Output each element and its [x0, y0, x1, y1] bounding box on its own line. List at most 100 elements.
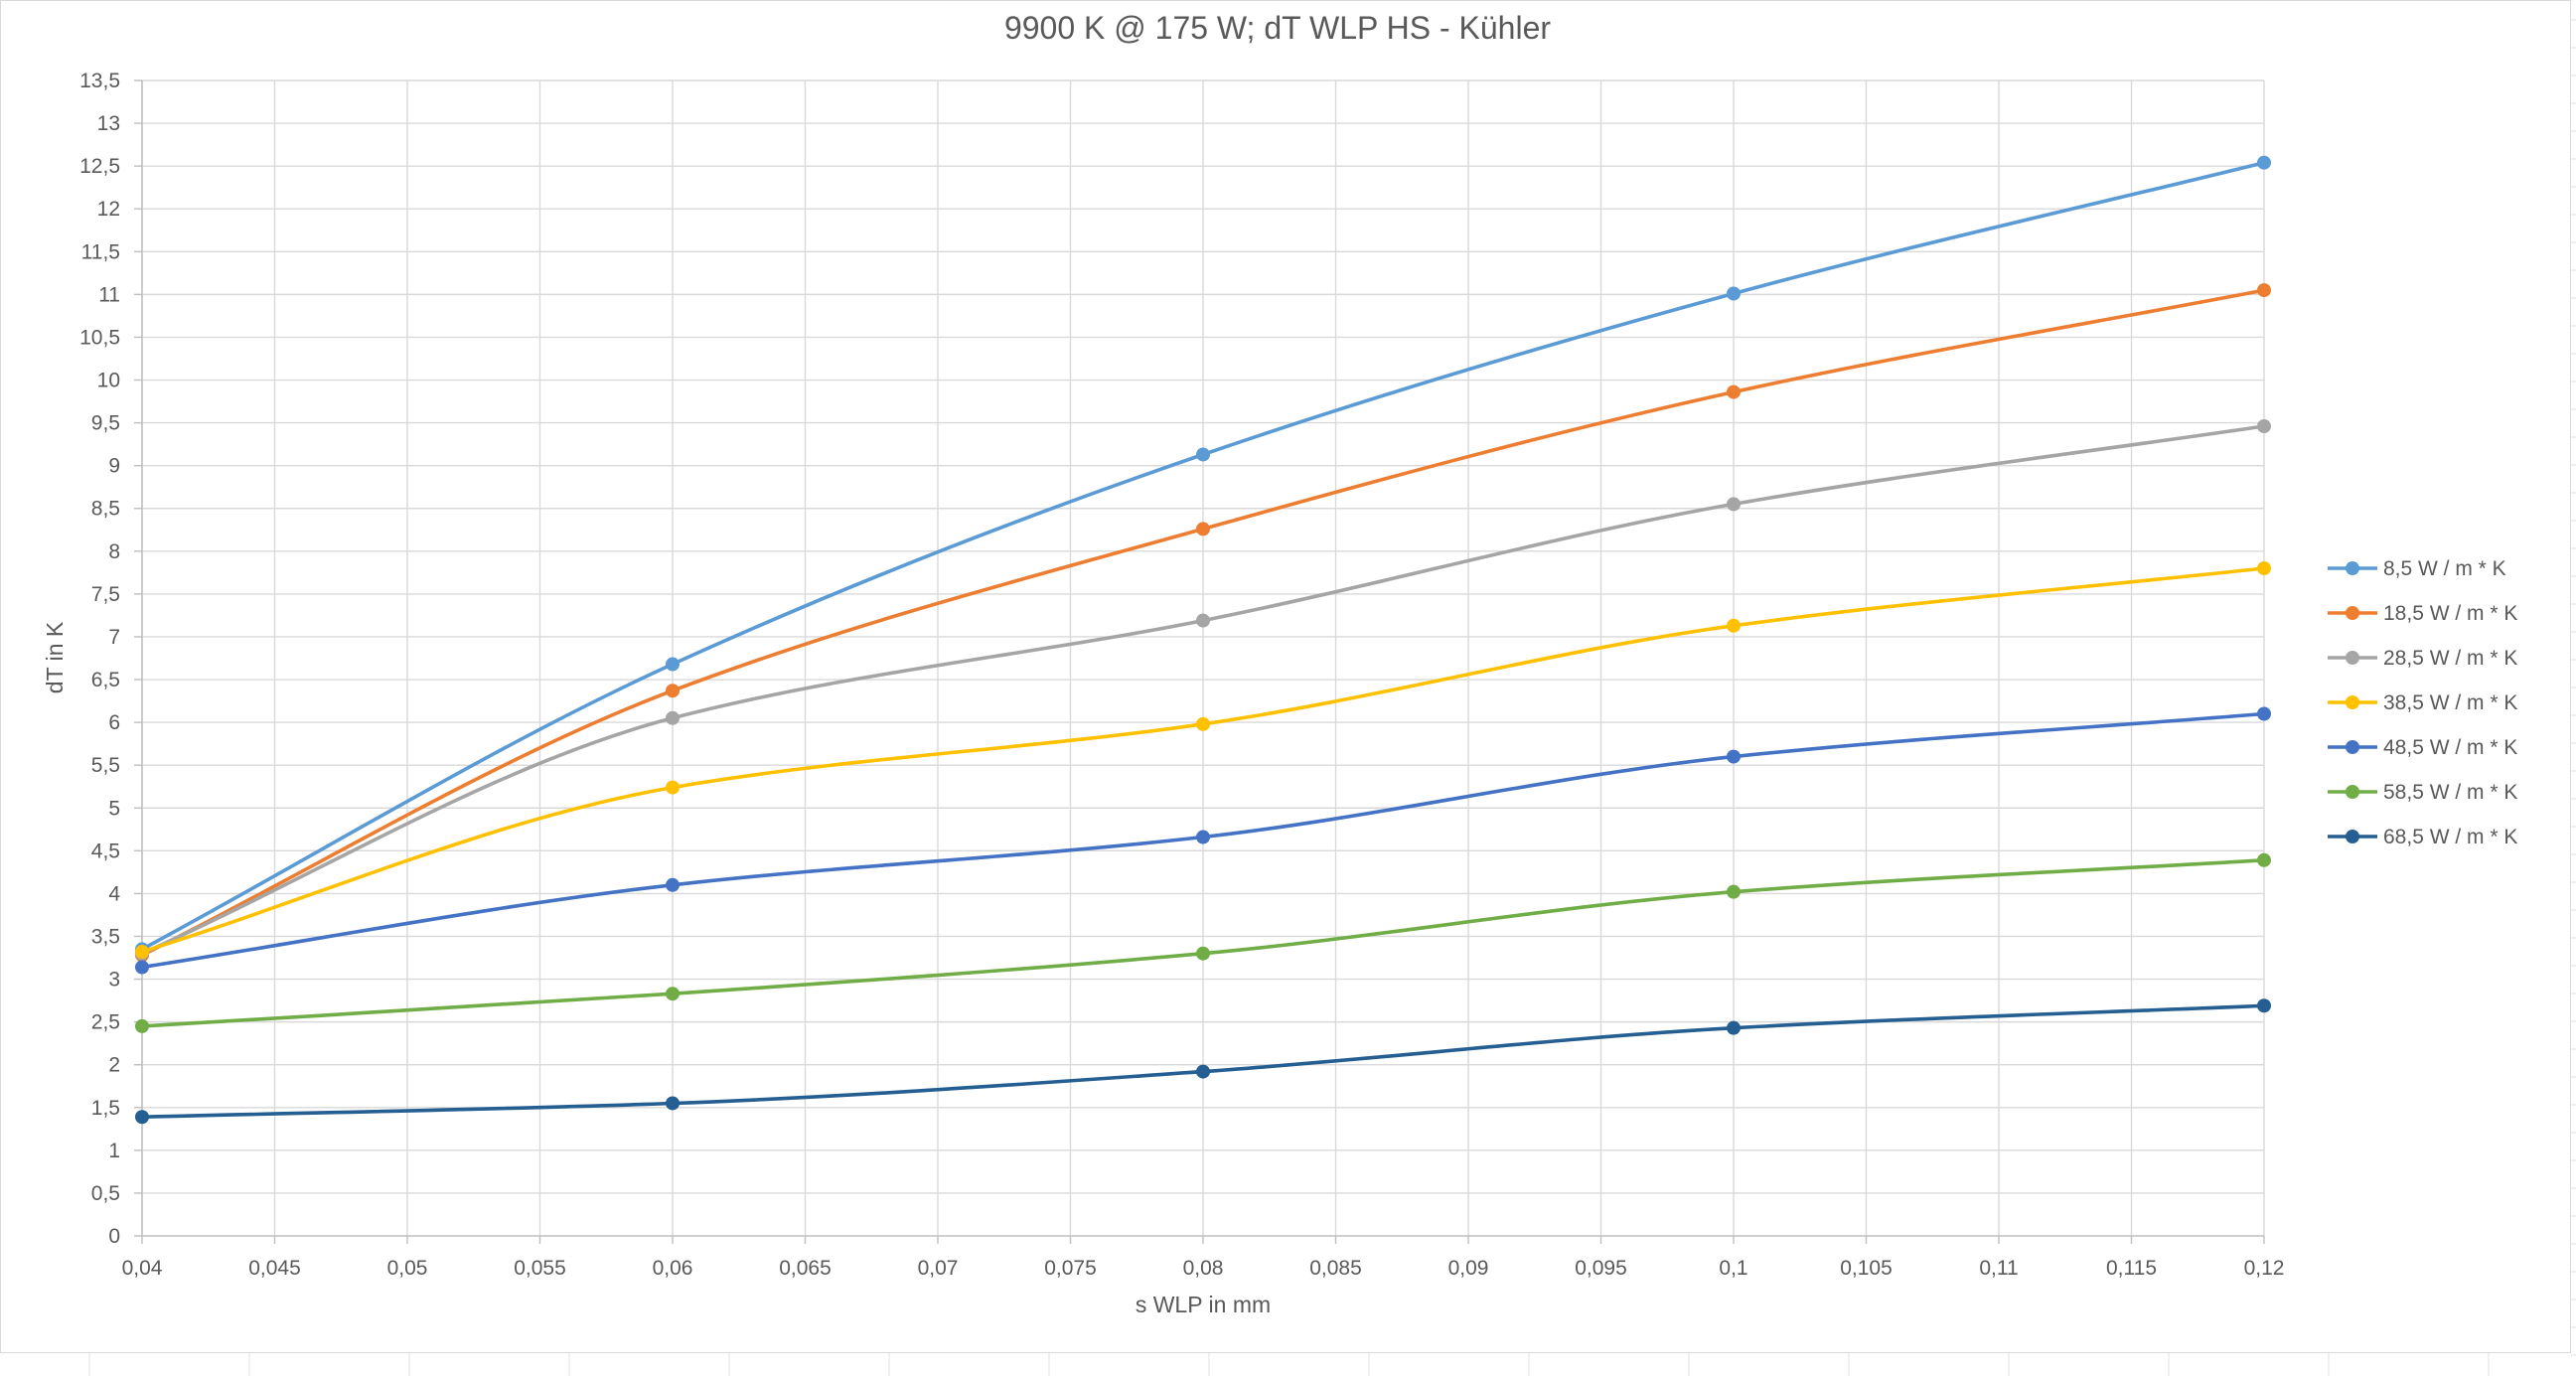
- legend-label: 18,5 W / m * K: [2383, 602, 2517, 625]
- x-tick-label: 0,055: [514, 1257, 566, 1280]
- data-point[interactable]: [135, 1018, 149, 1033]
- legend-item[interactable]: 18,5 W / m * K: [2328, 602, 2517, 625]
- data-point[interactable]: [2257, 998, 2271, 1013]
- x-tick-label: 0,085: [1309, 1257, 1362, 1280]
- y-tick-label: 8,5: [91, 498, 120, 521]
- legend[interactable]: 8,5 W / m * K 18,5 W / m * K 28,5 W / m * …: [2328, 557, 2517, 848]
- legend-swatch-marker: [2346, 561, 2359, 575]
- data-point[interactable]: [1196, 716, 1210, 731]
- legend-swatch-marker: [2346, 785, 2359, 799]
- legend-swatch-marker: [2346, 830, 2359, 843]
- legend-item[interactable]: 58,5 W / m * K: [2328, 781, 2517, 804]
- y-tick-label: 0,5: [91, 1182, 120, 1205]
- x-tick-label: 0,05: [387, 1257, 428, 1280]
- legend-label: 8,5 W / m * K: [2383, 557, 2506, 580]
- data-point[interactable]: [1196, 946, 1210, 961]
- y-tick-label: 3: [108, 969, 120, 992]
- x-tick-label: 0,065: [779, 1257, 832, 1280]
- data-point[interactable]: [1196, 830, 1210, 844]
- x-tick-label: 0,045: [248, 1257, 301, 1280]
- legend-swatch-marker: [2346, 606, 2359, 620]
- y-tick-label: 2,5: [91, 1011, 120, 1034]
- x-tick-label: 0,07: [918, 1257, 959, 1280]
- y-tick-label: 9,5: [91, 412, 120, 435]
- y-tick-label: 1: [108, 1140, 120, 1162]
- data-point[interactable]: [666, 710, 680, 725]
- x-tick-label: 0,095: [1575, 1257, 1627, 1280]
- x-tick-label: 0,12: [2244, 1257, 2285, 1280]
- data-point[interactable]: [1727, 749, 1741, 764]
- legend-item[interactable]: 8,5 W / m * K: [2328, 557, 2506, 580]
- y-tick-label: 5,5: [91, 754, 120, 777]
- x-tick-label: 0,04: [122, 1257, 163, 1280]
- data-point[interactable]: [2257, 419, 2271, 434]
- data-point[interactable]: [1727, 1020, 1741, 1035]
- series-6[interactable]: [135, 852, 2271, 1033]
- data-point[interactable]: [1727, 497, 1741, 512]
- data-point[interactable]: [666, 987, 680, 1001]
- x-axis-title: s WLP in mm: [1136, 1292, 1271, 1317]
- data-point[interactable]: [2257, 155, 2271, 170]
- x-tick-label: 0,06: [653, 1257, 693, 1280]
- data-point[interactable]: [1196, 1064, 1210, 1079]
- data-point[interactable]: [135, 944, 149, 959]
- data-point[interactable]: [1196, 522, 1210, 536]
- data-point[interactable]: [2257, 706, 2271, 721]
- data-point[interactable]: [666, 780, 680, 795]
- data-point[interactable]: [2257, 283, 2271, 298]
- x-tick-label: 0,1: [1719, 1257, 1747, 1280]
- data-point[interactable]: [135, 1110, 149, 1125]
- data-point[interactable]: [2257, 852, 2271, 867]
- y-tick-label: 13,5: [79, 70, 120, 92]
- y-tick-label: 5: [108, 797, 120, 820]
- y-tick-label: 11: [98, 283, 120, 306]
- data-point[interactable]: [2257, 561, 2271, 576]
- legend-swatch-marker: [2346, 740, 2359, 754]
- y-tick-label: 2: [108, 1054, 120, 1077]
- y-tick-label: 0: [108, 1225, 120, 1248]
- legend-label: 68,5 W / m * K: [2383, 826, 2517, 848]
- y-tick-label: 4,5: [91, 840, 120, 862]
- x-tick-label: 0,115: [2106, 1257, 2157, 1280]
- series-1[interactable]: [135, 155, 2271, 957]
- data-point[interactable]: [1727, 286, 1741, 301]
- data-point[interactable]: [666, 657, 680, 672]
- legend-label: 58,5 W / m * K: [2383, 781, 2517, 804]
- legend-swatch-marker: [2346, 695, 2359, 709]
- data-point[interactable]: [1727, 384, 1741, 399]
- x-tick-label: 0,08: [1183, 1257, 1224, 1280]
- data-point[interactable]: [666, 684, 680, 698]
- data-point[interactable]: [1727, 618, 1741, 633]
- legend-item[interactable]: 48,5 W / m * K: [2328, 736, 2517, 759]
- x-tick-label: 0,105: [1840, 1257, 1893, 1280]
- legend-label: 48,5 W / m * K: [2383, 736, 2517, 759]
- series-5[interactable]: [135, 706, 2271, 975]
- y-axis-tick-labels: 00,511,522,533,544,555,566,577,588,599,5…: [79, 70, 120, 1248]
- x-tick-label: 0,075: [1044, 1257, 1097, 1280]
- data-point[interactable]: [135, 960, 149, 975]
- y-tick-label: 12: [97, 198, 120, 221]
- legend-item[interactable]: 28,5 W / m * K: [2328, 647, 2517, 670]
- y-tick-label: 3,5: [91, 925, 120, 948]
- legend-item[interactable]: 68,5 W / m * K: [2328, 826, 2517, 848]
- series-lines: [135, 155, 2271, 1125]
- series-7[interactable]: [135, 998, 2271, 1125]
- legend-item[interactable]: 38,5 W / m * K: [2328, 691, 2517, 714]
- y-tick-label: 7,5: [91, 583, 120, 606]
- data-point[interactable]: [666, 877, 680, 892]
- x-tick-label: 0,09: [1448, 1257, 1489, 1280]
- y-axis-title: dT in K: [42, 621, 68, 693]
- data-point[interactable]: [1196, 613, 1210, 628]
- data-point[interactable]: [1727, 884, 1741, 899]
- y-tick-label: 11,5: [81, 240, 120, 263]
- data-point[interactable]: [1196, 447, 1210, 462]
- chart-title: 9900 K @ 175 W; dT WLP HS - Kühler: [1004, 10, 1551, 46]
- series-4[interactable]: [135, 561, 2271, 959]
- y-tick-label: 10: [97, 370, 120, 392]
- y-tick-label: 8: [108, 540, 120, 563]
- data-point[interactable]: [666, 1096, 680, 1111]
- legend-label: 38,5 W / m * K: [2383, 691, 2517, 714]
